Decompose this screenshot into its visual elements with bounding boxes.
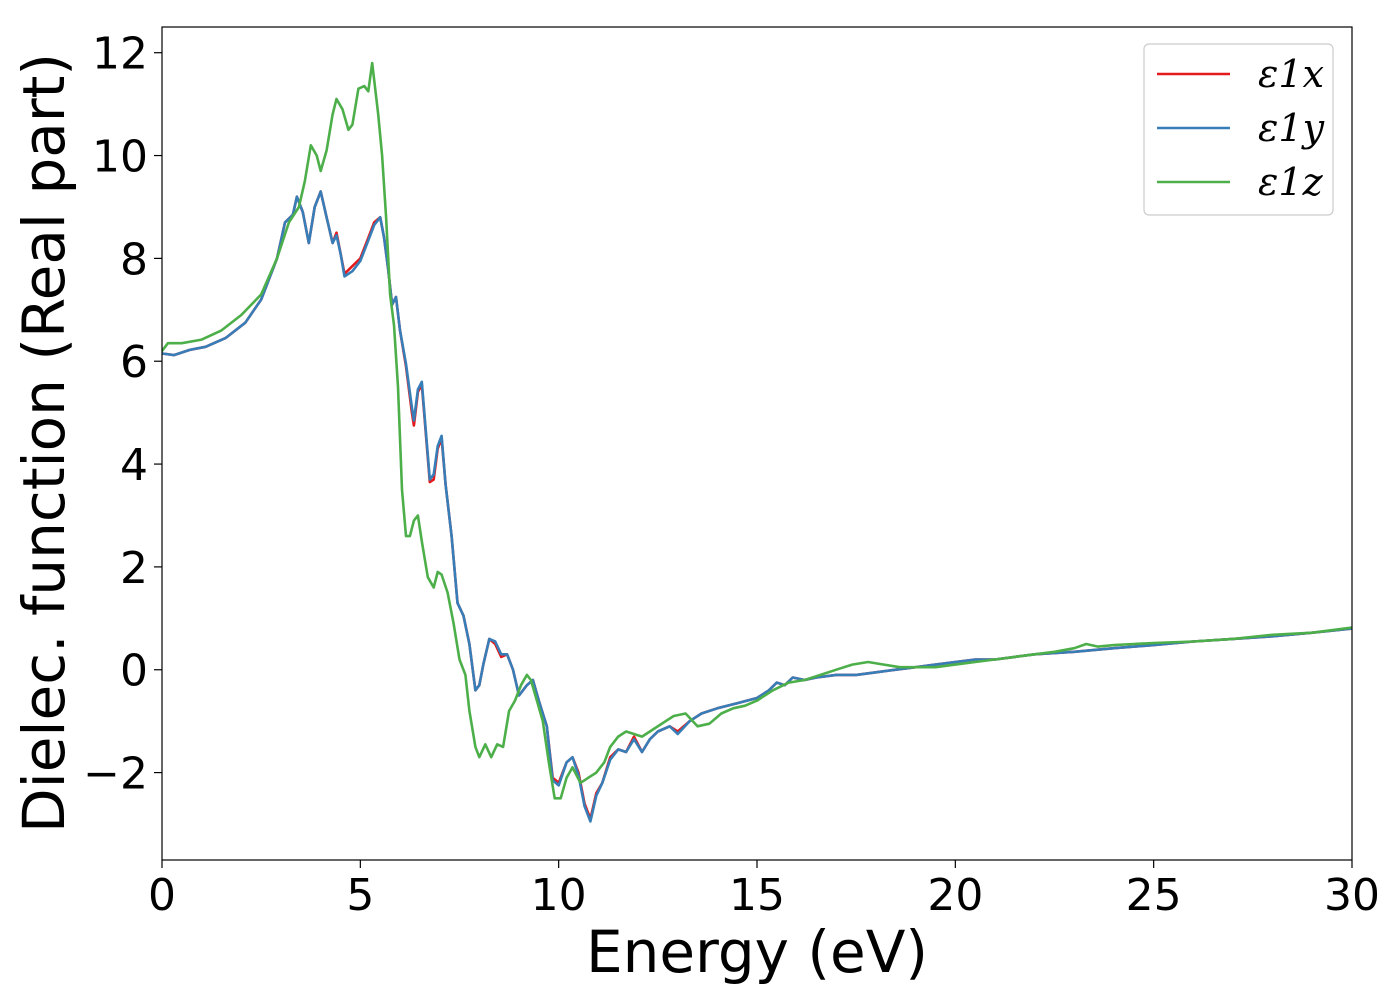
y-tick-label: 6 xyxy=(120,337,148,388)
x-tick-label: 10 xyxy=(531,870,587,921)
legend-label-3: ε1z xyxy=(1258,160,1324,204)
legend-label-2: ε1y xyxy=(1258,106,1325,150)
y-tick-label: 8 xyxy=(120,234,148,285)
series-line-2 xyxy=(162,190,1352,823)
y-tick-label: −2 xyxy=(83,749,148,800)
y-tick-label: 12 xyxy=(92,29,148,80)
y-tick-label: 2 xyxy=(120,543,148,594)
ticks-layer: 0 5 10 15 20 25 30 −2 0 2 4 6 8 10 12 xyxy=(83,29,1380,921)
legend-box xyxy=(1143,43,1334,216)
x-tick-label: 5 xyxy=(346,870,374,921)
y-tick-label: 4 xyxy=(120,440,148,491)
y-tick-label: 0 xyxy=(120,646,148,697)
series-line-3 xyxy=(162,61,1352,800)
x-tick-label: 0 xyxy=(148,870,176,921)
x-axis-label: Energy (eV) xyxy=(586,918,928,986)
legend: ε1x ε1y ε1z xyxy=(1143,43,1334,216)
y-tick-label: 10 xyxy=(92,132,148,183)
series-layer xyxy=(162,61,1352,823)
x-tick-label: 15 xyxy=(729,870,785,921)
x-tick-label: 25 xyxy=(1126,870,1182,921)
x-tick-label: 20 xyxy=(927,870,983,921)
legend-label-1: ε1x xyxy=(1258,52,1324,96)
y-axis-label: Dielec. function (Real part) xyxy=(10,53,78,833)
x-tick-label: 30 xyxy=(1324,870,1380,921)
